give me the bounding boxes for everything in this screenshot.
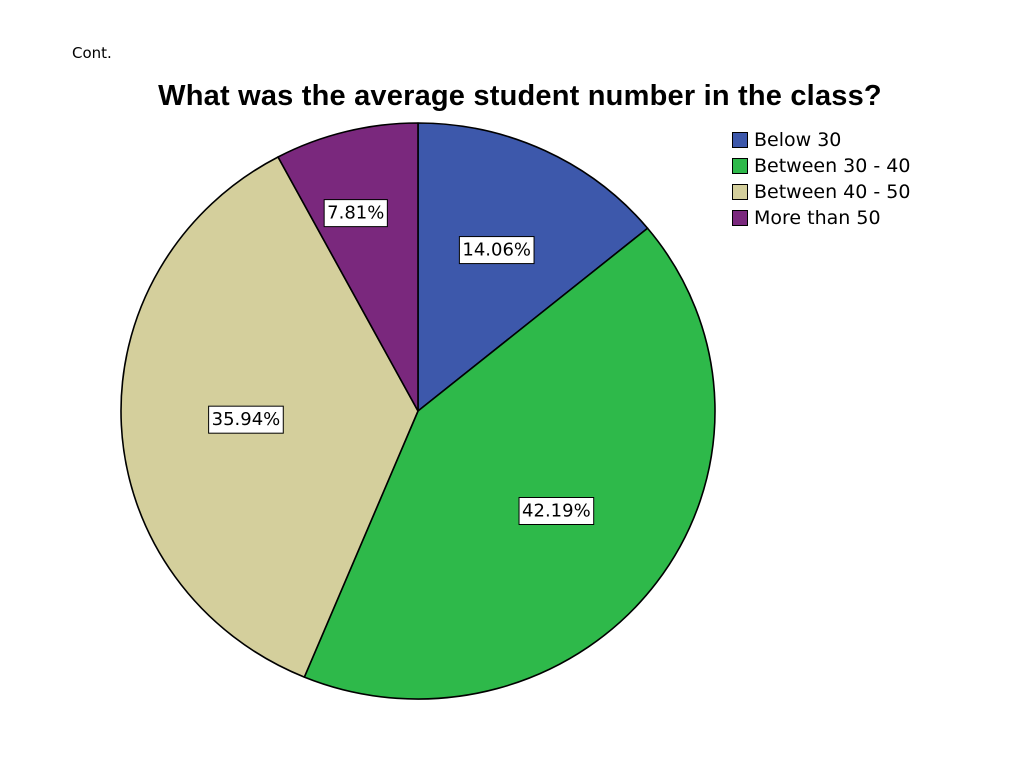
pie-data-label-text: 7.81% — [327, 203, 384, 224]
legend-swatch-between-30-40 — [732, 158, 748, 174]
pie-data-label-box — [323, 199, 388, 228]
legend-swatch-below-30 — [732, 132, 748, 148]
chart-legend: Below 30 Between 30 - 40 Between 40 - 50… — [732, 127, 910, 231]
legend-label: Below 30 — [754, 129, 842, 151]
pie-slices — [120, 122, 716, 700]
pie-data-label-box — [518, 496, 595, 525]
pie-data-label-box — [458, 236, 535, 265]
pie-data-label: 7.81% — [323, 199, 388, 228]
pie-data-label-text: 35.94% — [212, 409, 281, 430]
pie-slice-3 — [277, 122, 419, 412]
legend-item: Between 40 - 50 — [732, 179, 910, 205]
pie-data-label: 42.19% — [518, 496, 595, 525]
pie-data-label-text: 42.19% — [522, 500, 591, 521]
legend-swatch-between-40-50 — [732, 184, 748, 200]
pie-data-label-text: 14.06% — [462, 240, 531, 261]
pie-data-label-box — [208, 405, 284, 434]
legend-label: More than 50 — [754, 207, 881, 229]
pie-slice-1 — [303, 227, 716, 700]
pie-data-label: 14.06% — [458, 236, 535, 265]
legend-label: Between 30 - 40 — [754, 155, 911, 177]
slide-continuation-label: Cont. — [72, 44, 112, 62]
chart-title: What was the average student number in t… — [158, 80, 882, 112]
pie-data-label: 35.94% — [208, 405, 284, 434]
legend-item: Between 30 - 40 — [732, 153, 910, 179]
legend-item: More than 50 — [732, 205, 910, 231]
legend-label: Between 40 - 50 — [754, 181, 911, 203]
legend-swatch-more-than-50 — [732, 210, 748, 226]
pie-slice-0 — [417, 122, 649, 412]
legend-item: Below 30 — [732, 127, 910, 153]
pie-data-labels: 14.06% 42.19% 35.94% 7.81% — [208, 199, 595, 525]
